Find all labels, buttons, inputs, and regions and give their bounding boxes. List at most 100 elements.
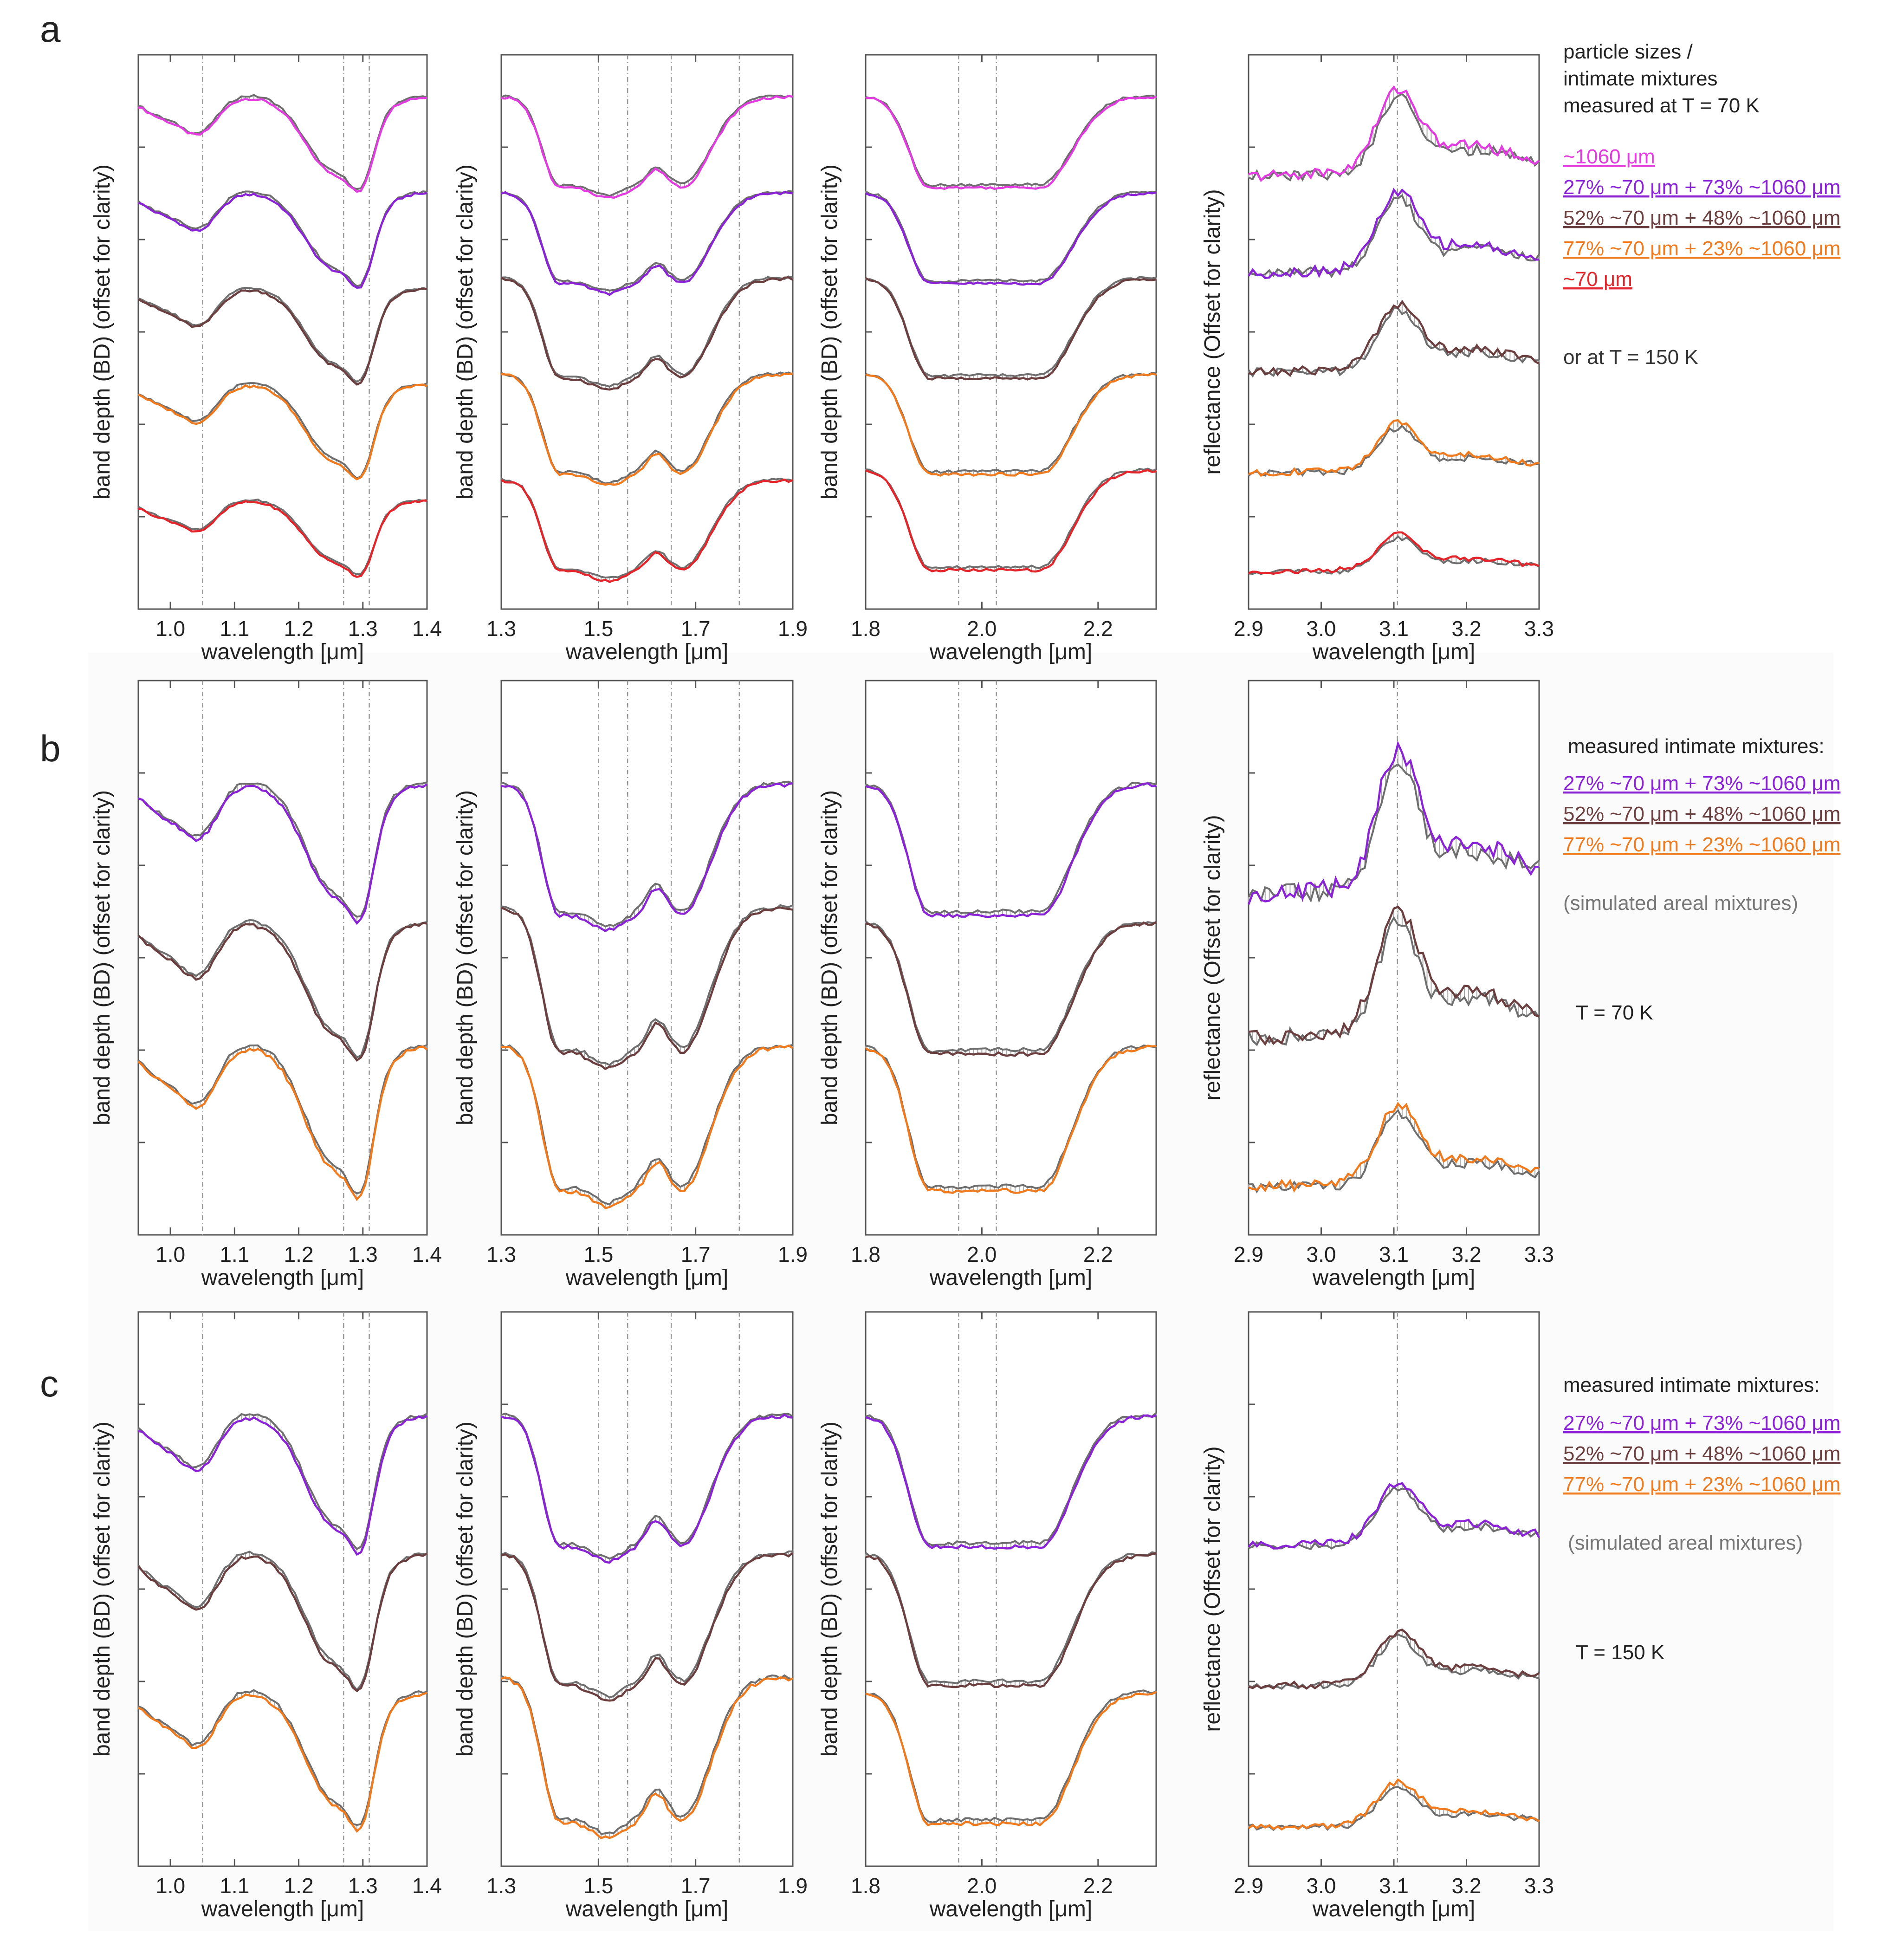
series-line xyxy=(500,276,794,391)
series-line xyxy=(501,1044,794,1209)
series-line xyxy=(865,96,1157,190)
plot-frame xyxy=(1248,680,1540,1236)
series-pair xyxy=(865,467,1157,573)
x-tick-label: 3.3 xyxy=(1524,1874,1554,1898)
x-tick-label: 1.5 xyxy=(583,1874,613,1898)
series-pair xyxy=(1248,299,1540,378)
series-pair xyxy=(1248,1102,1540,1194)
series-line xyxy=(138,1692,427,1833)
series-line xyxy=(137,922,427,1062)
x-tick-label: 2.2 xyxy=(1083,1874,1113,1898)
series-line-reference xyxy=(137,1413,428,1551)
plot-frame xyxy=(1248,1311,1540,1867)
plot-frame xyxy=(137,1311,428,1867)
legend-c: measured intimate mixtures: 27% ~70 μm +… xyxy=(1563,1374,1840,1664)
plot-panel: 1.3 1.5 1.7 1.9 wavelength [μm] band depth (B… xyxy=(453,54,808,664)
series-line xyxy=(1248,419,1540,477)
x-tick-label: 2.0 xyxy=(967,1874,997,1898)
series-pair xyxy=(1248,1629,1540,1690)
plot-panel: 1.0 1.1 1.2 1.3 1.4 wavelength [μm] band depth… xyxy=(90,1311,442,1921)
x-tick-label: 2.0 xyxy=(967,1242,997,1266)
series-line-reference xyxy=(1248,916,1540,1046)
series-pair xyxy=(137,382,427,480)
series-pair xyxy=(501,371,793,486)
legend-b-item-m27: 27% ~70 μm + 73% ~1060 μm xyxy=(1563,772,1840,795)
x-axis-label: wavelength [μm] xyxy=(929,1897,1092,1921)
series-line xyxy=(1248,1102,1540,1193)
series-line xyxy=(865,1552,1157,1688)
legend-c-item-m52: 52% ~70 μm + 48% ~1060 μm xyxy=(1563,1442,1840,1465)
x-tick-label: 3.3 xyxy=(1524,617,1554,641)
x-tick-label: 1.8 xyxy=(851,1242,880,1266)
x-axis-label: wavelength [μm] xyxy=(565,640,728,664)
series-pair xyxy=(500,1044,794,1209)
y-axis-label: band depth (BD) (offset for clarity) xyxy=(817,1421,842,1757)
series-pair xyxy=(137,1551,428,1693)
series-line-reference xyxy=(1248,93,1540,182)
y-axis-label: band depth (BD) (offset for clarity) xyxy=(453,790,478,1125)
x-tick-label: 1.9 xyxy=(778,1242,808,1266)
series-line xyxy=(865,191,1157,286)
x-tick-label: 3.2 xyxy=(1452,617,1482,641)
plot-frame xyxy=(865,680,1157,1236)
series-line xyxy=(501,782,793,933)
series-line xyxy=(1248,905,1540,1046)
series-line xyxy=(138,192,427,289)
legend-c-header: measured intimate mixtures: xyxy=(1563,1374,1820,1396)
series-line xyxy=(1248,1629,1540,1690)
legend-b-item-m77: 77% ~70 μm + 23% ~1060 μm xyxy=(1563,833,1840,856)
series-pair xyxy=(865,94,1157,190)
y-axis-label: band depth (BD) (offset for clarity) xyxy=(817,790,842,1125)
series-line xyxy=(501,1413,793,1564)
series-pair xyxy=(865,1551,1157,1688)
legend-c-temp: T = 150 K xyxy=(1576,1641,1664,1664)
series-pair xyxy=(501,94,793,199)
x-tick-label: 2.9 xyxy=(1234,617,1263,641)
row-label: a xyxy=(40,8,61,50)
series-pair xyxy=(500,275,794,391)
series-line xyxy=(137,1552,428,1693)
plot-panel: 1.3 1.5 1.7 1.9 wavelength [μm] band depth (B… xyxy=(453,1311,808,1921)
row-label: c xyxy=(40,1363,58,1404)
x-axis-label: wavelength [μm] xyxy=(565,1897,728,1921)
series-pair xyxy=(865,372,1157,477)
x-tick-label: 3.0 xyxy=(1307,1242,1336,1266)
series-line xyxy=(501,1552,794,1702)
x-axis-label: wavelength [μm] xyxy=(201,1266,364,1290)
x-tick-label: 2.0 xyxy=(967,617,997,641)
legend-b: measured intimate mixtures: 27% ~70 μm +… xyxy=(1563,735,1840,1024)
x-tick-label: 1.2 xyxy=(284,1874,314,1898)
legend-a-item-m77: 77% ~70 μm + 23% ~1060 μm xyxy=(1563,237,1840,260)
series-pair xyxy=(501,904,793,1071)
series-line-reference xyxy=(1248,1785,1540,1831)
x-tick-label: 1.5 xyxy=(583,1242,613,1266)
series-line xyxy=(1248,85,1540,182)
legend-a: particle sizes / intimate mixtures measu… xyxy=(1563,40,1840,369)
series-line-reference xyxy=(1248,424,1540,477)
y-axis-label: band depth (BD) (offset for clarity) xyxy=(453,164,478,500)
x-axis-label: wavelength [μm] xyxy=(1312,1897,1475,1921)
series-line xyxy=(137,1045,428,1201)
x-axis-label: wavelength [μm] xyxy=(929,1266,1092,1290)
series-pair xyxy=(865,1044,1157,1194)
series-pair xyxy=(1248,419,1540,477)
x-tick-label: 1.4 xyxy=(412,1874,442,1898)
series-pair xyxy=(138,94,427,193)
series-line xyxy=(1248,1778,1540,1831)
x-tick-label: 1.1 xyxy=(220,1242,249,1266)
series-line xyxy=(865,1691,1157,1827)
series-line-reference xyxy=(1248,306,1540,378)
legend-a-item-m52: 52% ~70 μm + 48% ~1060 μm xyxy=(1563,207,1840,229)
plot-panel: 1.0 1.1 1.2 1.3 1.4 wavelength [μm] band depth… xyxy=(90,54,442,664)
x-tick-label: 1.8 xyxy=(851,617,880,641)
series-pair xyxy=(1248,1778,1540,1831)
series-pair xyxy=(500,477,793,583)
legend-a-header-1: particle sizes / xyxy=(1563,40,1693,63)
x-tick-label: 1.0 xyxy=(155,1874,185,1898)
series-line xyxy=(865,469,1157,573)
series-pair xyxy=(501,780,793,933)
legend-a-item-70: ~70 μm xyxy=(1563,268,1632,291)
x-tick-label: 1.5 xyxy=(583,617,613,641)
